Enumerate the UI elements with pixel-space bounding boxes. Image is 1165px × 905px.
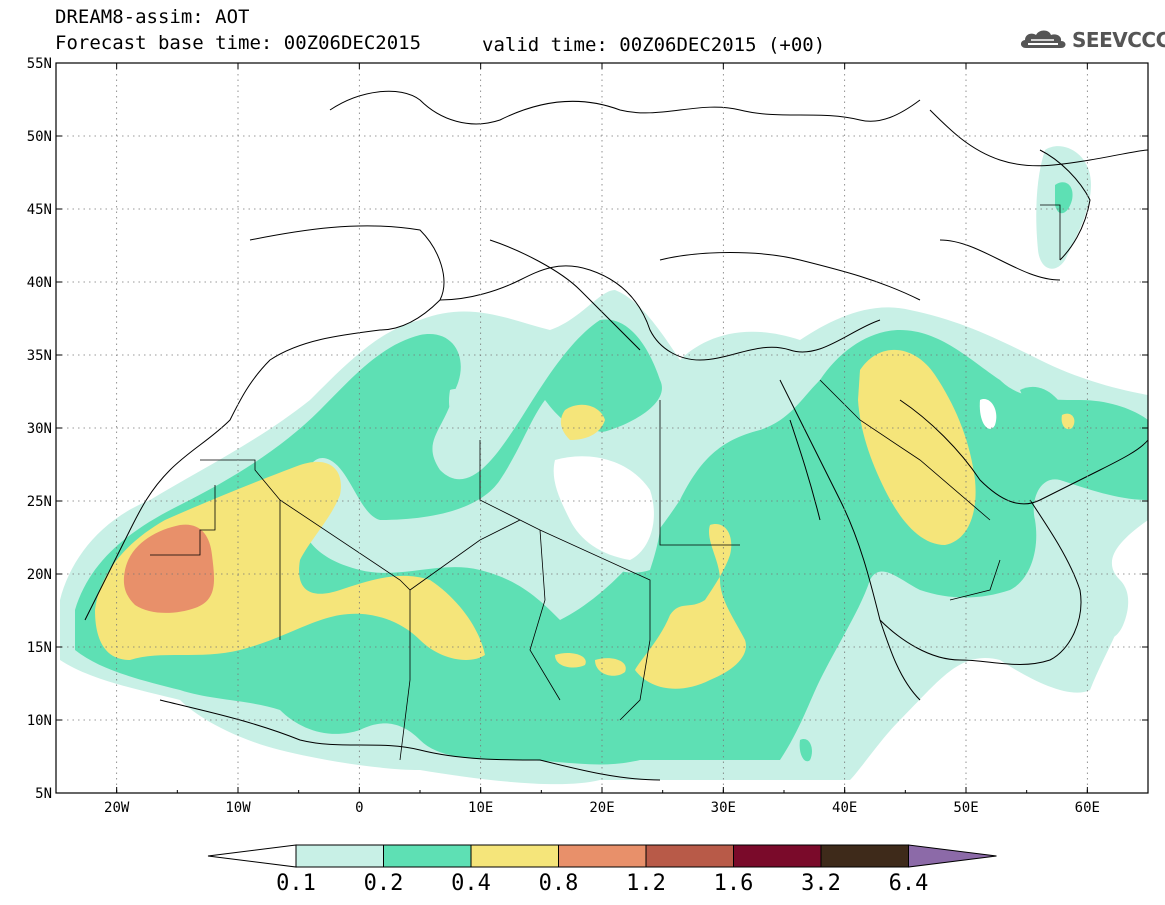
- colorbar-segment: [645, 844, 734, 868]
- lon-tick-label: 20E: [589, 800, 614, 816]
- map-title: DREAM8-assim: AOT: [55, 6, 250, 28]
- lat-axis: 55N 50N 45N 40N 35N 30N 25N 20N 15N 10N 5N: [27, 56, 1148, 802]
- colorbar-label: 0.4: [451, 871, 491, 896]
- lat-tick-label: 15N: [27, 640, 52, 656]
- aot-clear-areas: [449, 389, 997, 573]
- lon-axis: 20W 10W 0 10E 20E 30E 40E 50E 60E: [55, 63, 1149, 816]
- lat-tick-label: 40N: [27, 275, 52, 291]
- lat-tick-label: 35N: [27, 348, 52, 364]
- lat-tick-label: 50N: [27, 129, 52, 145]
- colorbar-label: 0.1: [276, 871, 316, 896]
- aot-contour-0.4: [95, 349, 1075, 689]
- lon-tick-label: 10W: [225, 800, 251, 816]
- colorbar: 0.1 0.2 0.4 0.8 1.2 1.6 3.2 6.4: [207, 844, 997, 896]
- lat-tick-label: 55N: [27, 56, 52, 72]
- lat-tick-label: 10N: [27, 713, 52, 729]
- valid-time: valid time: 00Z06DEC2015 (+00): [482, 34, 826, 56]
- lon-tick-label: 10E: [468, 800, 493, 816]
- map-area: [55, 62, 1149, 794]
- colorbar-segment: [558, 844, 647, 868]
- lon-tick-label: 50E: [953, 800, 978, 816]
- lat-tick-label: 5N: [35, 786, 52, 802]
- forecast-base-time: Forecast base time: 00Z06DEC2015: [55, 32, 422, 54]
- colorbar-segment: [733, 844, 822, 868]
- lon-tick-label: 40E: [832, 800, 857, 816]
- colorbar-label: 3.2: [801, 871, 841, 896]
- colorbar-label: 0.8: [539, 871, 579, 896]
- lon-tick-label: 60E: [1075, 800, 1100, 816]
- colorbar-label: 1.6: [714, 871, 754, 896]
- lat-tick-label: 45N: [27, 202, 52, 218]
- cloud-icon: [1020, 30, 1066, 48]
- colorbar-label: 0.2: [364, 871, 404, 896]
- colorbar-segment: [470, 844, 559, 868]
- graticule: [56, 63, 1148, 793]
- coastlines: [84, 90, 1148, 781]
- colorbar-segment: [295, 844, 384, 868]
- logo-text: SEEVCCC: [1072, 28, 1165, 52]
- colorbar-label: 6.4: [889, 871, 929, 896]
- colorbar-label: 1.2: [626, 871, 666, 896]
- colorbar-high-arrow: [908, 844, 997, 868]
- colorbar-low-arrow: [207, 844, 297, 868]
- lon-tick-label: 0: [355, 800, 363, 816]
- colorbar-segment: [820, 844, 909, 868]
- lon-tick-label: 20W: [104, 800, 130, 816]
- aot-contour-0.8: [123, 524, 215, 613]
- country-borders: [150, 204, 1061, 761]
- lon-tick-label: 30E: [711, 800, 736, 816]
- lat-tick-label: 25N: [27, 494, 52, 510]
- aot-contours: [60, 146, 1148, 785]
- lat-tick-label: 30N: [27, 421, 52, 437]
- lat-tick-label: 20N: [27, 567, 52, 583]
- colorbar-segment: [383, 844, 472, 868]
